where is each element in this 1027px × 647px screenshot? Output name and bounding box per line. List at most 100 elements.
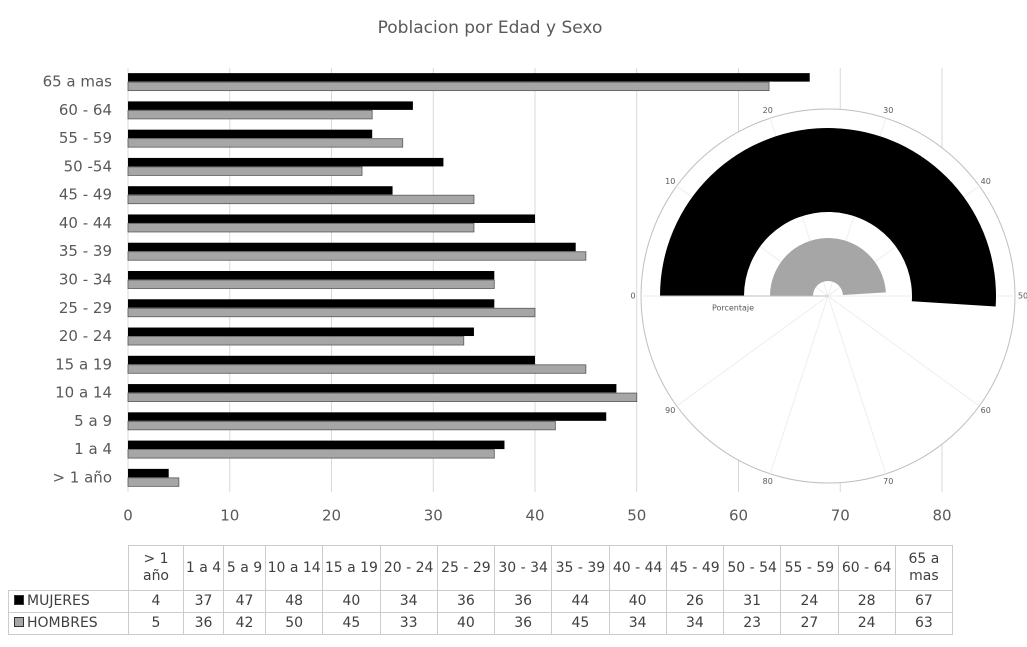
column-header: 65 a mas (894, 545, 954, 591)
grid-line (676, 295, 829, 407)
row-header: MUJERES (8, 590, 129, 613)
radial-tick-label: 90 (665, 406, 675, 415)
radial-tick-label: 50 (1018, 292, 1027, 301)
bar (128, 73, 810, 82)
legend-swatch (14, 617, 24, 627)
y-tick-label: 45 - 49 (59, 186, 112, 204)
y-tick-label: 40 - 44 (59, 214, 112, 232)
y-tick-label: 55 - 59 (59, 129, 112, 147)
column-header: 10 a 14 (264, 545, 324, 591)
x-tick-label: 70 (831, 507, 850, 525)
bar (128, 468, 169, 478)
table-value: 40 (608, 590, 667, 613)
column-header: 15 a 19 (322, 545, 381, 591)
column-header: 50 - 54 (722, 545, 782, 591)
chart-title: Poblacion por Edad y Sexo (378, 18, 603, 38)
table-value: 45 (551, 612, 610, 635)
bar (128, 271, 495, 280)
column-header: 40 - 44 (608, 545, 667, 591)
y-tick-label: > 1 año (52, 468, 112, 486)
radial-tick-label: 30 (883, 106, 893, 115)
x-tick-label: 40 (525, 507, 544, 525)
table-row: MUJERES 4 37 47 48 40 34 36 36 44 40 26 31 24 28 67 (8, 590, 954, 613)
table-value: 4 (128, 590, 184, 613)
bar (127, 194, 475, 205)
y-tick-label: 30 - 34 (59, 271, 112, 289)
table-row: HOMBRES 5 36 42 50 45 33 40 36 45 34 34 23 27 24 63 (8, 612, 954, 635)
table-value: 36 (183, 612, 224, 635)
x-tick-label: 60 (729, 507, 748, 525)
table-value: 33 (379, 612, 438, 635)
table-value: 31 (722, 590, 782, 613)
bar (127, 392, 638, 402)
bar (128, 157, 444, 167)
bar (127, 110, 373, 120)
bar (128, 101, 413, 110)
bar (128, 129, 373, 139)
radial-tick-label: 60 (981, 406, 991, 415)
bar (128, 355, 535, 365)
legend-swatch (14, 595, 24, 605)
grid-line (827, 295, 980, 407)
y-tick-label: 1 a 4 (74, 440, 112, 458)
column-header: 55 - 59 (780, 545, 839, 591)
table-value: 47 (223, 590, 266, 613)
x-tick-label: 0 (123, 507, 133, 525)
radial-tick-label: 80 (763, 477, 773, 486)
column-header: 45 - 49 (665, 545, 725, 591)
radial-bar (660, 128, 996, 307)
radial-tick-label: 70 (883, 477, 893, 486)
table-value: 50 (264, 612, 324, 635)
table-value: 63 (894, 612, 954, 635)
y-tick-label: 5 a 9 (74, 412, 112, 430)
row-header: HOMBRES (8, 612, 129, 635)
radial-tick-label: 20 (763, 106, 773, 115)
y-tick-label: 15 a 19 (55, 355, 112, 373)
bar (127, 166, 363, 176)
table-value: 36 (436, 590, 496, 613)
table-value: 34 (665, 612, 725, 635)
column-header: 35 - 39 (551, 545, 610, 591)
x-tick-label: 30 (424, 507, 443, 525)
table-value: 40 (436, 612, 496, 635)
table-value: 36 (493, 590, 553, 613)
legend-label: HOMBRES (27, 615, 98, 631)
table-value: 26 (665, 590, 725, 613)
chart: Poblacion por Edad y Sexo 0 10 20 30 40 50 60 7… (43, 18, 1027, 525)
bar (127, 223, 475, 233)
column-header: 1 a 4 (183, 545, 224, 591)
bar (127, 138, 404, 148)
table-value: 44 (551, 590, 610, 613)
bar (127, 449, 495, 459)
table-value: 28 (837, 590, 896, 613)
table-value: 27 (780, 612, 839, 635)
bar (127, 307, 536, 318)
table-value: 67 (894, 590, 954, 613)
bar (128, 412, 607, 421)
table-value: 34 (608, 612, 667, 635)
x-tick-label: 80 (932, 507, 951, 525)
table-value: 40 (322, 590, 381, 613)
column-header: 5 a 9 (223, 545, 266, 591)
bar (128, 242, 576, 252)
bar (128, 299, 495, 308)
radial-tick-label: 40 (981, 177, 991, 186)
table-value: 34 (379, 590, 438, 613)
grid-line (827, 295, 887, 475)
column-header: > 1 año (128, 545, 184, 591)
table-value: 48 (264, 590, 324, 613)
bar (127, 336, 465, 346)
y-tick-label: 25 - 29 (59, 299, 112, 317)
table-value: 23 (722, 612, 782, 635)
radial-bar (769, 237, 886, 296)
axis-label: Porcentaje (712, 304, 754, 313)
bar (128, 384, 617, 393)
bar (127, 279, 495, 289)
table-value: 24 (837, 612, 896, 635)
bar (128, 327, 474, 337)
grid-line (769, 295, 829, 475)
column-header: 20 - 24 (379, 545, 438, 591)
